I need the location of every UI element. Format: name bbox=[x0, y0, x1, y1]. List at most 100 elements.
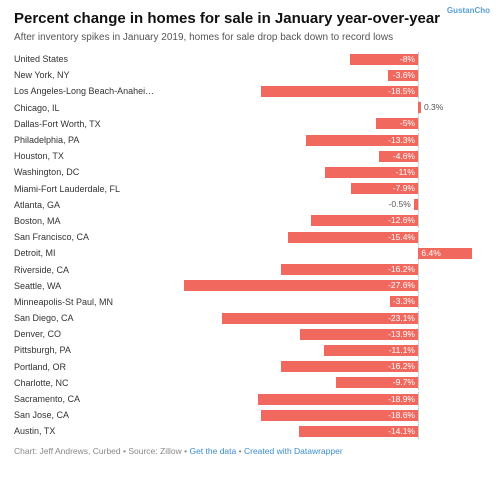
bar-value: -16.2% bbox=[388, 263, 415, 276]
zero-line bbox=[418, 84, 419, 99]
bar-value: -15.4% bbox=[388, 231, 415, 244]
row-label: Los Angeles-Long Beach-Anaheim, CA bbox=[14, 86, 164, 96]
chart-footer: Chart: Jeff Andrews, Curbed • Source: Zi… bbox=[14, 446, 486, 456]
bar-value: -3.3% bbox=[393, 295, 415, 308]
bar-value: -18.6% bbox=[388, 409, 415, 422]
bar-area: -27.6% bbox=[164, 279, 486, 292]
zero-line bbox=[418, 359, 419, 374]
bar bbox=[414, 199, 418, 210]
chart-row: Boston, MA-12.6% bbox=[14, 213, 486, 229]
bar-value: -23.1% bbox=[388, 312, 415, 325]
zero-line bbox=[418, 230, 419, 245]
zero-line bbox=[418, 165, 419, 180]
row-label: Philadelphia, PA bbox=[14, 135, 164, 145]
bar-value: -12.6% bbox=[388, 214, 415, 227]
zero-line bbox=[418, 116, 419, 131]
zero-line bbox=[418, 149, 419, 164]
chart-row: San Diego, CA -23.1% bbox=[14, 310, 486, 326]
bar-area: -0.5% bbox=[164, 198, 486, 211]
row-label: Chicago, IL bbox=[14, 103, 164, 113]
chart-row: Charlotte, NC-9.7% bbox=[14, 375, 486, 391]
bar-area: -4.6% bbox=[164, 150, 486, 163]
bar-area: -15.4% bbox=[164, 231, 486, 244]
zero-line bbox=[418, 408, 419, 423]
bar-area: -11% bbox=[164, 166, 486, 179]
zero-line bbox=[418, 213, 419, 228]
bar-value: -18.5% bbox=[388, 85, 415, 98]
bar bbox=[418, 102, 421, 113]
bar-area: -16.2% bbox=[164, 360, 486, 373]
zero-line bbox=[418, 392, 419, 407]
row-label: Washington, DC bbox=[14, 167, 164, 177]
bar-value: -13.3% bbox=[388, 134, 415, 147]
bar-value: -18.9% bbox=[388, 393, 415, 406]
row-label: Seattle, WA bbox=[14, 281, 164, 291]
bar-area: -13.9% bbox=[164, 328, 486, 341]
bar-value: -14.1% bbox=[388, 425, 415, 438]
footer-credit: Chart: Jeff Andrews, Curbed bbox=[14, 446, 121, 456]
chart-row: Houston, TX-4.6% bbox=[14, 148, 486, 164]
footer-link-datawrapper[interactable]: Created with Datawrapper bbox=[244, 446, 343, 456]
row-label: Detroit, MI bbox=[14, 248, 164, 258]
zero-line bbox=[418, 133, 419, 148]
zero-line bbox=[418, 68, 419, 83]
row-label: Denver, CO bbox=[14, 329, 164, 339]
bar-area: -8% bbox=[164, 53, 486, 66]
zero-line bbox=[418, 278, 419, 293]
row-label: Pittsburgh, PA bbox=[14, 345, 164, 355]
row-label: San Jose, CA bbox=[14, 410, 164, 420]
bar-value: -7.9% bbox=[393, 182, 415, 195]
chart-row: San Francisco, CA-15.4% bbox=[14, 229, 486, 245]
row-label: Minneapolis-St Paul, MN bbox=[14, 297, 164, 307]
bar-area: -23.1% bbox=[164, 312, 486, 325]
bar-area: -11.1% bbox=[164, 344, 486, 357]
chart-subtitle: After inventory spikes in January 2019, … bbox=[14, 32, 486, 43]
bar-area: -5% bbox=[164, 117, 486, 130]
row-label: New York, NY bbox=[14, 70, 164, 80]
zero-line bbox=[418, 311, 419, 326]
row-label: San Diego, CA bbox=[14, 313, 164, 323]
row-label: Austin, TX bbox=[14, 426, 164, 436]
chart-row: Riverside, CA -16.2% bbox=[14, 261, 486, 277]
bar-area: -13.3% bbox=[164, 134, 486, 147]
row-label: Miami-Fort Lauderdale, FL bbox=[14, 184, 164, 194]
bar-value: -9.7% bbox=[393, 376, 415, 389]
chart-row: Atlanta, GA-0.5% bbox=[14, 197, 486, 213]
chart-row: Dallas-Fort Worth, TX -5% bbox=[14, 116, 486, 132]
bar-value: -4.6% bbox=[393, 150, 415, 163]
zero-line bbox=[418, 262, 419, 277]
zero-line bbox=[418, 424, 419, 439]
bar-value: -13.9% bbox=[388, 328, 415, 341]
brand-logo: GustanCho bbox=[447, 6, 490, 15]
chart-row: Minneapolis-St Paul, MN -3.3% bbox=[14, 294, 486, 310]
chart-row: Austin, TX -14.1% bbox=[14, 423, 486, 439]
footer-source: Source: Zillow bbox=[128, 446, 181, 456]
chart-row: New York, NY -3.6% bbox=[14, 67, 486, 83]
bar-area: -12.6% bbox=[164, 214, 486, 227]
row-label: Riverside, CA bbox=[14, 265, 164, 275]
footer-link-data[interactable]: Get the data bbox=[189, 446, 236, 456]
bar-value: 0.3% bbox=[424, 101, 443, 114]
chart-title: Percent change in homes for sale in Janu… bbox=[14, 10, 486, 28]
bar-area: -14.1% bbox=[164, 425, 486, 438]
chart-row: Philadelphia, PA -13.3% bbox=[14, 132, 486, 148]
chart-row: San Jose, CA -18.6% bbox=[14, 407, 486, 423]
bar-value: -27.6% bbox=[388, 279, 415, 292]
row-label: Dallas-Fort Worth, TX bbox=[14, 119, 164, 129]
chart-row: Detroit, MI6.4% bbox=[14, 245, 486, 261]
bar-value: -16.2% bbox=[388, 360, 415, 373]
bar-area: -18.6% bbox=[164, 409, 486, 422]
zero-line bbox=[418, 181, 419, 196]
zero-line bbox=[418, 375, 419, 390]
chart-row: Chicago, IL 0.3% bbox=[14, 100, 486, 116]
bar-area: -16.2% bbox=[164, 263, 486, 276]
chart-row: Seattle, WA -27.6% bbox=[14, 278, 486, 294]
bar-area: -18.5% bbox=[164, 85, 486, 98]
row-label: Sacramento, CA bbox=[14, 394, 164, 404]
chart-row: Miami-Fort Lauderdale, FL -7.9% bbox=[14, 181, 486, 197]
bar-area: 6.4% bbox=[164, 247, 486, 260]
bar-value: -3.6% bbox=[393, 69, 415, 82]
row-label: Atlanta, GA bbox=[14, 200, 164, 210]
bar-value: -5% bbox=[400, 117, 415, 130]
bar-value: -11% bbox=[396, 166, 415, 179]
